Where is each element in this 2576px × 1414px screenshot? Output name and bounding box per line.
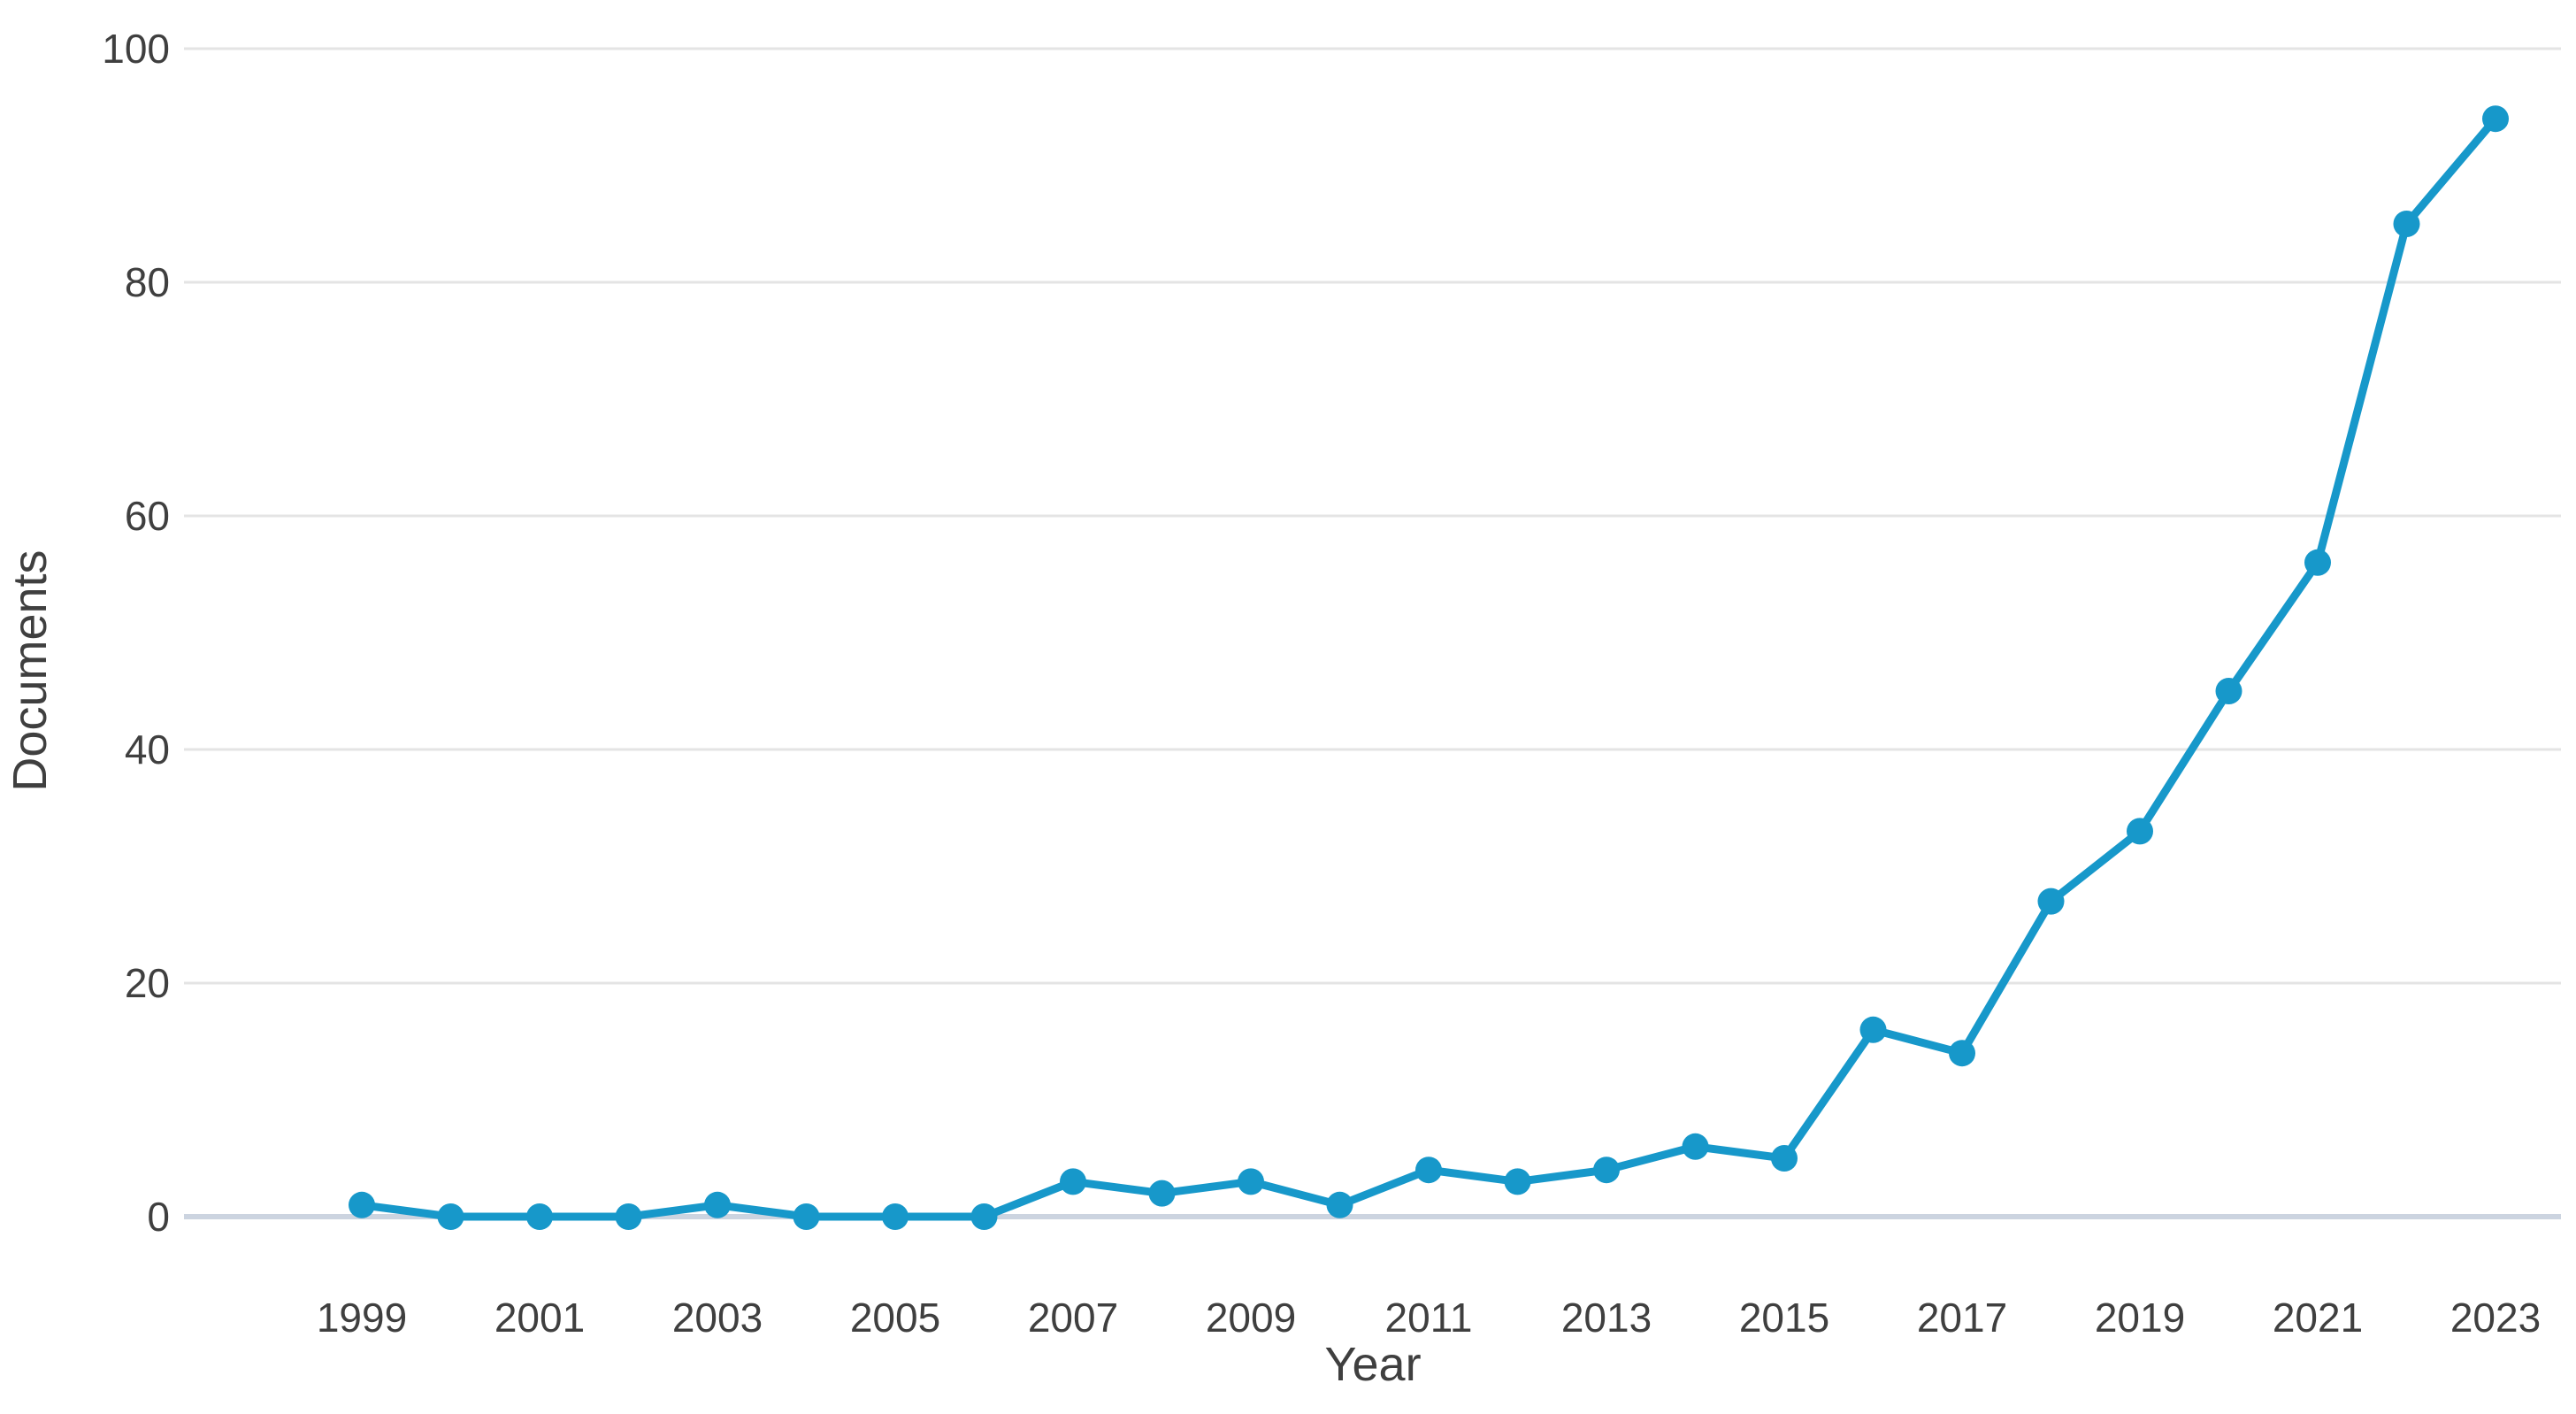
y-tick-label-40: 40 [125, 726, 170, 772]
data-point-2005 [882, 1203, 908, 1230]
data-point-2020 [2215, 678, 2242, 704]
x-axis-tick-labels: 1999 2001 2003 2005 2007 2009 2011 2013 2015 2017… [317, 1295, 2541, 1341]
x-tick-label-2015: 2015 [1739, 1295, 1829, 1341]
data-point-2002 [615, 1203, 642, 1230]
data-point-2018 [2037, 888, 2065, 915]
x-tick-label-2005: 2005 [850, 1295, 940, 1341]
data-point-2014 [1682, 1133, 1709, 1160]
y-axis-tick-labels: 0 20 40 60 80 100 [102, 26, 170, 1240]
data-point-2015 [1771, 1145, 1798, 1172]
y-tick-label-100: 100 [102, 26, 170, 72]
x-tick-label-2019: 2019 [2095, 1295, 2185, 1341]
data-point-2001 [526, 1203, 553, 1230]
data-point-2022 [2393, 211, 2420, 237]
x-tick-label-2013: 2013 [1561, 1295, 1652, 1341]
x-axis-title: Year [1324, 1338, 1421, 1391]
gridlines-group [184, 47, 2561, 1219]
data-point-2023 [2482, 105, 2509, 133]
x-tick-label-2001: 2001 [494, 1295, 585, 1341]
x-tick-label-2011: 2011 [1385, 1295, 1473, 1341]
y-tick-label-20: 20 [125, 960, 170, 1006]
x-tick-label-2021: 2021 [2273, 1295, 2363, 1341]
data-point-2008 [1148, 1180, 1176, 1207]
y-tick-label-80: 80 [125, 259, 170, 305]
data-point-2003 [704, 1191, 731, 1218]
data-point-2006 [970, 1203, 998, 1230]
x-tick-label-2003: 2003 [672, 1295, 763, 1341]
x-tick-label-2017: 2017 [1917, 1295, 2007, 1341]
x-tick-label-2023: 2023 [2450, 1295, 2541, 1341]
data-point-2021 [2304, 549, 2331, 576]
data-point-2012 [1504, 1168, 1531, 1195]
x-tick-label-2009: 2009 [1206, 1295, 1296, 1341]
series-group [349, 105, 2509, 1230]
y-tick-label-60: 60 [125, 493, 170, 539]
data-point-2010 [1326, 1191, 1353, 1218]
data-point-1999 [349, 1191, 375, 1218]
y-axis-title: Documents [4, 549, 57, 791]
data-point-2007 [1060, 1168, 1086, 1195]
x-tick-label-2007: 2007 [1028, 1295, 1118, 1341]
x-tick-label-1999: 1999 [317, 1295, 407, 1341]
y-tick-label-0: 0 [147, 1194, 170, 1240]
data-point-2000 [437, 1203, 464, 1230]
data-point-2019 [2127, 818, 2153, 845]
data-point-2013 [1593, 1157, 1620, 1184]
data-point-2016 [1859, 1016, 1887, 1043]
data-point-2009 [1238, 1168, 1264, 1195]
data-point-2017 [1949, 1040, 1975, 1067]
data-point-2011 [1415, 1157, 1442, 1184]
data-point-2004 [793, 1203, 820, 1230]
